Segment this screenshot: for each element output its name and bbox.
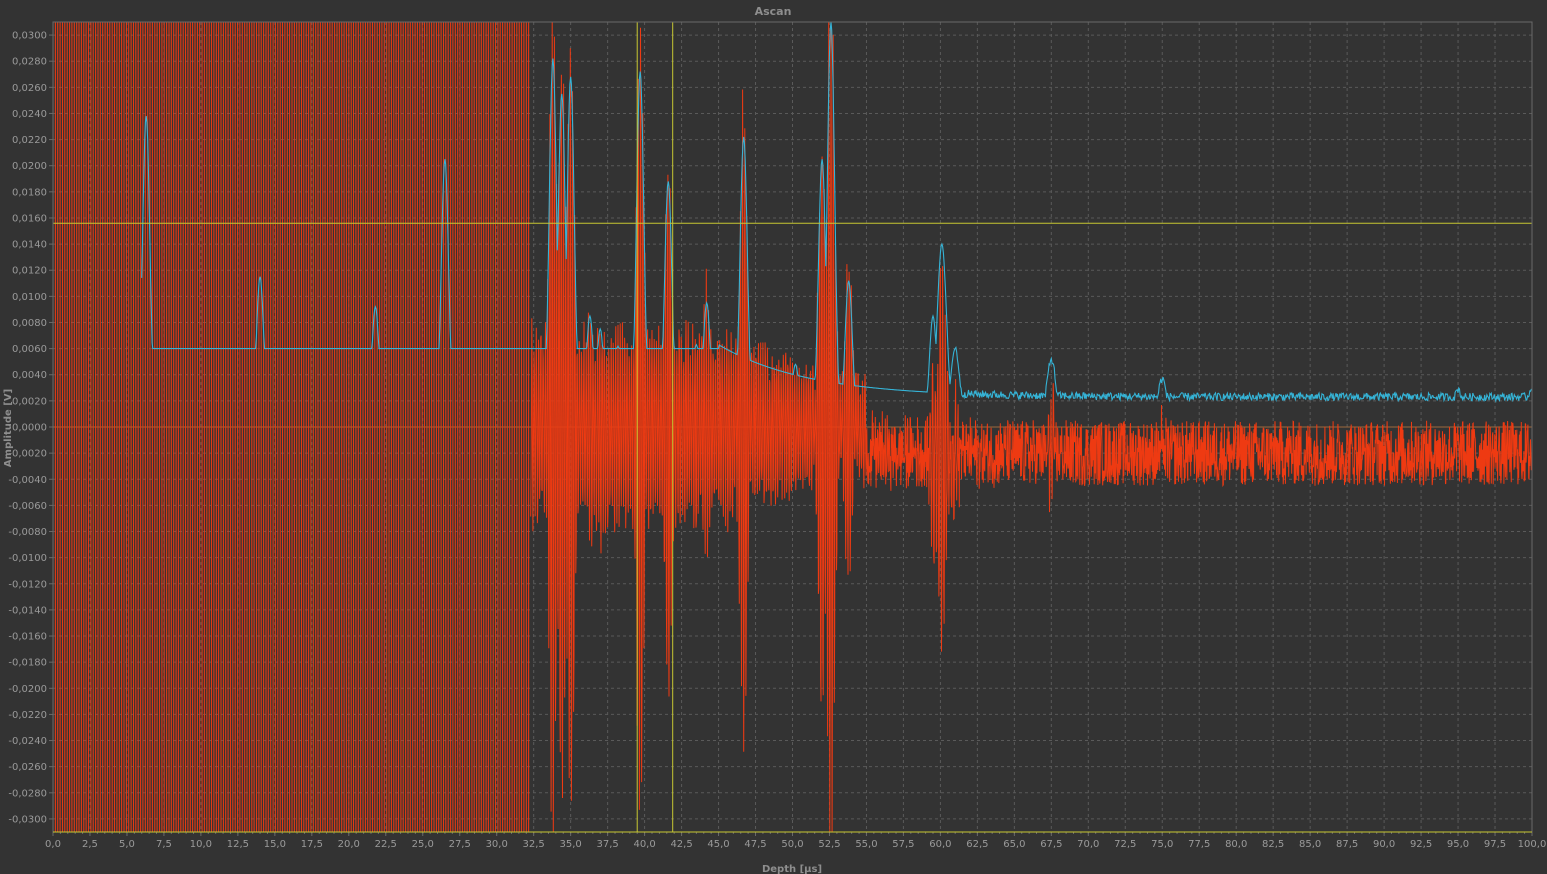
y-tick-label: 0,0020 — [12, 396, 47, 407]
x-tick-label: 37,5 — [596, 839, 618, 850]
y-tick-label: -0,0020 — [8, 449, 47, 460]
y-tick-label: -0,0060 — [8, 501, 47, 512]
x-tick-label: 22,5 — [375, 839, 397, 850]
y-tick-label: -0,0160 — [8, 632, 47, 643]
x-tick-label: 95,0 — [1447, 839, 1469, 850]
x-tick-label: 10,0 — [190, 839, 212, 850]
y-tick-label: 0,0260 — [12, 83, 47, 94]
gates — [53, 22, 1532, 832]
x-tick-label: 32,5 — [523, 839, 545, 850]
y-tick-label: -0,0180 — [8, 658, 47, 669]
x-tick-label: 45,0 — [707, 839, 729, 850]
y-tick-label: 0,0060 — [12, 344, 47, 355]
x-tick-label: 30,0 — [486, 839, 508, 850]
x-tick-label: 90,0 — [1373, 839, 1395, 850]
chart-title: Ascan — [755, 5, 792, 18]
y-tick-label: -0,0080 — [8, 527, 47, 538]
x-tick-label: 27,5 — [449, 839, 471, 850]
x-tick-label: 12,5 — [227, 839, 249, 850]
x-tick-label: 20,0 — [338, 839, 360, 850]
x-tick-label: 2,5 — [82, 839, 98, 850]
x-tick-label: 17,5 — [301, 839, 323, 850]
x-tick-label: 87,5 — [1336, 839, 1358, 850]
x-tick-label: 62,5 — [966, 839, 988, 850]
x-tick-label: 92,5 — [1410, 839, 1432, 850]
rf-signal-line — [530, 22, 1532, 832]
rf-saturated-segment — [53, 22, 530, 832]
series-envelope — [141, 22, 1532, 403]
y-tick-label: -0,0240 — [8, 736, 47, 747]
x-tick-label: 52,5 — [818, 839, 840, 850]
axes — [52, 21, 1533, 833]
x-tick-label: 85,0 — [1299, 839, 1321, 850]
x-tick-label: 47,5 — [744, 839, 766, 850]
y-tick-label: 0,0040 — [12, 370, 47, 381]
x-tick-label: 5,0 — [119, 839, 135, 850]
y-tick-label: 0,0280 — [12, 57, 47, 68]
x-tick-label: 77,5 — [1188, 839, 1210, 850]
x-tick-label: 80,0 — [1225, 839, 1247, 850]
x-tick-label: 0,0 — [45, 839, 61, 850]
x-tick-label: 50,0 — [781, 839, 803, 850]
y-tick-label: -0,0100 — [8, 553, 47, 564]
y-axis-ticks: 0,0300 0,0280 0,0260 0,0240 0,0220 0,0200 0,01… — [8, 31, 53, 825]
x-tick-label: 15,0 — [264, 839, 286, 850]
y-tick-label: 0,0080 — [12, 318, 47, 329]
series-rf-signal — [53, 22, 1532, 832]
x-tick-label: 42,5 — [670, 839, 692, 850]
y-tick-label: -0,0300 — [8, 814, 47, 825]
y-tick-label: 0,0220 — [12, 135, 47, 146]
x-tick-label: 70,0 — [1077, 839, 1099, 850]
x-tick-label: 60,0 — [929, 839, 951, 850]
x-axis-title: Depth [µs] — [762, 864, 822, 874]
y-tick-label: 0,0120 — [12, 266, 47, 277]
y-tick-label: -0,0040 — [8, 475, 47, 486]
y-tick-label: 0,0100 — [12, 292, 47, 303]
y-tick-label: 0,0180 — [12, 187, 47, 198]
y-tick-label: 0,0140 — [12, 240, 47, 251]
y-tick-label: 0,0200 — [12, 161, 47, 172]
y-tick-label: 0,0300 — [12, 31, 47, 42]
y-tick-label: -0,0280 — [8, 788, 47, 799]
y-tick-label: 0,0240 — [12, 109, 47, 120]
y-tick-label: 0,0000 — [12, 423, 47, 434]
x-tick-label: 97,5 — [1484, 839, 1506, 850]
x-tick-label: 57,5 — [892, 839, 914, 850]
x-tick-label: 35,0 — [560, 839, 582, 850]
x-tick-label: 72,5 — [1114, 839, 1136, 850]
x-tick-label: 55,0 — [855, 839, 877, 850]
x-tick-label: 25,0 — [412, 839, 434, 850]
x-tick-label: 40,0 — [633, 839, 655, 850]
y-tick-label: -0,0120 — [8, 579, 47, 590]
x-tick-label: 75,0 — [1151, 839, 1173, 850]
x-tick-label: 82,5 — [1262, 839, 1284, 850]
x-tick-label: 67,5 — [1040, 839, 1062, 850]
envelope-line — [141, 22, 1532, 403]
y-tick-label: -0,0220 — [8, 710, 47, 721]
y-axis-title: Amplitude [V] — [3, 389, 14, 467]
y-tick-label: -0,0140 — [8, 605, 47, 616]
x-tick-label: 65,0 — [1003, 839, 1025, 850]
y-tick-label: -0,0200 — [8, 684, 47, 695]
y-tick-label: 0,0160 — [12, 213, 47, 224]
y-tick-label: -0,0260 — [8, 762, 47, 773]
x-tick-label: 100,0 — [1518, 839, 1547, 850]
x-axis-ticks: 0,0 2,5 5,0 7,5 10,0 12,5 15,0 17,5 20,0 22,5 25,0… — [45, 832, 1546, 850]
x-tick-label: 7,5 — [156, 839, 172, 850]
